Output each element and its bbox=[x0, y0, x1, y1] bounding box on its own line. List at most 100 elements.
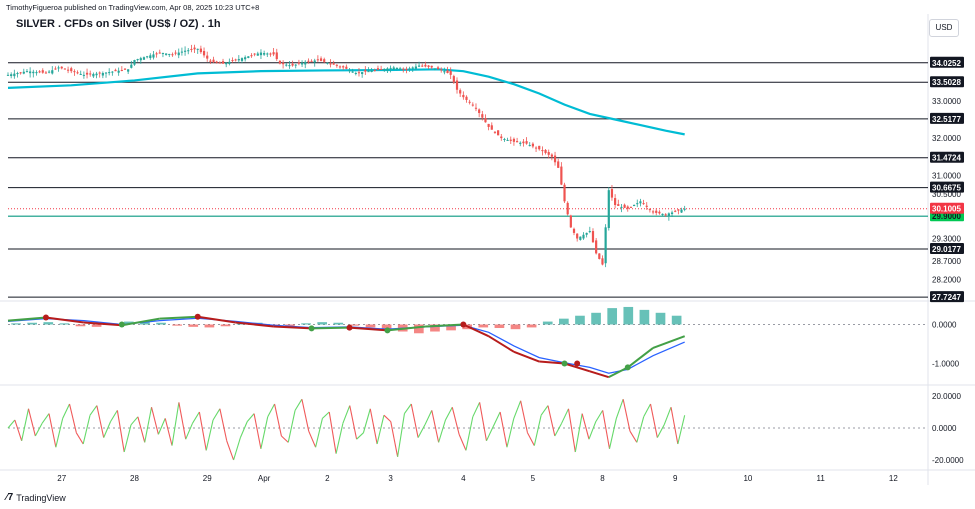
candle-body bbox=[117, 70, 120, 73]
candle-body bbox=[455, 80, 459, 90]
candle-body bbox=[130, 64, 133, 68]
candle-body bbox=[534, 147, 538, 149]
candle-body bbox=[525, 141, 528, 144]
candle-body bbox=[10, 74, 13, 77]
histogram-bar bbox=[575, 315, 585, 325]
tradingview-footer[interactable]: ⁄7 TradingView bbox=[6, 492, 66, 503]
momentum-line-segment bbox=[424, 410, 433, 426]
candle-body bbox=[411, 67, 414, 69]
histogram-bar bbox=[43, 322, 54, 325]
momentum-line-segment bbox=[485, 426, 494, 442]
publisher-caption: TimothyFigueroa published on TradingView… bbox=[6, 3, 260, 12]
candle-body bbox=[35, 72, 38, 74]
histogram-bar bbox=[11, 323, 21, 325]
candle-body bbox=[436, 67, 440, 70]
momentum-line-segment bbox=[362, 408, 371, 433]
candle-body bbox=[237, 59, 240, 61]
time-tick-label: 28 bbox=[130, 474, 139, 483]
candle-body bbox=[541, 150, 544, 152]
candle-body bbox=[136, 59, 139, 61]
momentum-line-segment bbox=[581, 413, 590, 440]
histogram-bar bbox=[333, 322, 344, 325]
candle-body bbox=[664, 214, 667, 216]
candle-body bbox=[367, 71, 370, 73]
candle-body bbox=[282, 62, 285, 65]
candle-body bbox=[474, 107, 478, 109]
candle-body bbox=[683, 208, 686, 210]
candle-body bbox=[345, 66, 348, 69]
momentum-line-segment bbox=[561, 408, 569, 424]
macd-line-segment bbox=[387, 325, 426, 332]
candle-body bbox=[190, 48, 193, 50]
currency-button[interactable]: USD bbox=[929, 19, 959, 37]
candle-body bbox=[146, 56, 149, 58]
momentum-line-segment bbox=[274, 403, 282, 437]
time-tick-label: 9 bbox=[673, 474, 678, 483]
price-tick-label: 33.0000 bbox=[932, 97, 961, 106]
tradingview-label: TradingView bbox=[16, 492, 66, 503]
candle-body bbox=[158, 52, 161, 54]
candle-body bbox=[263, 53, 266, 55]
level-tag bbox=[930, 56, 964, 68]
candle-body bbox=[127, 69, 130, 72]
momentum-line-segment bbox=[335, 423, 344, 454]
candle-body bbox=[449, 70, 452, 75]
oscillator-tick-label: -1.0000 bbox=[932, 360, 960, 369]
momentum-line-segment bbox=[649, 403, 658, 438]
time-tick-label: 29 bbox=[203, 474, 212, 483]
candle-body bbox=[398, 68, 402, 70]
level-tag-label: 29.9000 bbox=[932, 212, 961, 221]
candle-body bbox=[408, 68, 411, 70]
candle-body bbox=[256, 53, 259, 56]
candle-body bbox=[506, 139, 509, 141]
macd-line-segment bbox=[273, 325, 312, 330]
crossover-dot bbox=[118, 321, 125, 328]
candle-body bbox=[645, 205, 648, 207]
histogram-bar bbox=[591, 312, 601, 325]
momentum-tick-label: -20.0000 bbox=[932, 456, 964, 465]
candle-body bbox=[446, 70, 449, 74]
candle-body bbox=[196, 48, 199, 50]
macd-line-segment bbox=[7, 316, 47, 322]
candle-body bbox=[294, 64, 297, 66]
histogram-bar bbox=[478, 324, 489, 328]
histogram-bar bbox=[285, 324, 295, 327]
macd-line-segment bbox=[121, 317, 160, 327]
candle-body bbox=[297, 62, 301, 64]
time-tick-label: 4 bbox=[461, 474, 466, 483]
candle-body bbox=[54, 68, 57, 70]
candle-body bbox=[104, 72, 108, 74]
price-tick-label: 28.2000 bbox=[932, 275, 961, 284]
momentum-line-segment bbox=[349, 405, 358, 440]
candle-body bbox=[658, 211, 661, 214]
candle-body bbox=[278, 60, 282, 64]
momentum-line-segment bbox=[75, 432, 84, 445]
candle-body bbox=[487, 123, 490, 127]
time-tick-label: Apr bbox=[258, 474, 271, 483]
candle-body bbox=[16, 73, 19, 75]
candle-body bbox=[468, 101, 471, 103]
momentum-line-segment bbox=[458, 434, 467, 451]
candle-body bbox=[386, 68, 389, 71]
momentum-line-segment bbox=[96, 405, 105, 438]
price-tick-label: 29.3000 bbox=[932, 235, 961, 244]
candle-body bbox=[231, 60, 234, 62]
candle-body bbox=[500, 136, 503, 139]
momentum-line-segment bbox=[451, 407, 460, 435]
momentum-line-segment bbox=[123, 424, 132, 453]
momentum-line-segment bbox=[376, 415, 385, 445]
candle-body bbox=[332, 63, 335, 65]
macd-line-segment bbox=[45, 316, 85, 324]
histogram-bar bbox=[140, 322, 150, 325]
candle-body bbox=[133, 60, 136, 65]
candle-body bbox=[648, 209, 651, 211]
candle-body bbox=[427, 65, 430, 67]
momentum-line-segment bbox=[636, 416, 645, 443]
candle-body bbox=[101, 73, 104, 76]
candle-body bbox=[114, 69, 117, 72]
candle-body bbox=[560, 166, 563, 185]
candle-body bbox=[98, 72, 101, 74]
candle-body bbox=[82, 74, 85, 76]
candle-body bbox=[319, 58, 323, 61]
